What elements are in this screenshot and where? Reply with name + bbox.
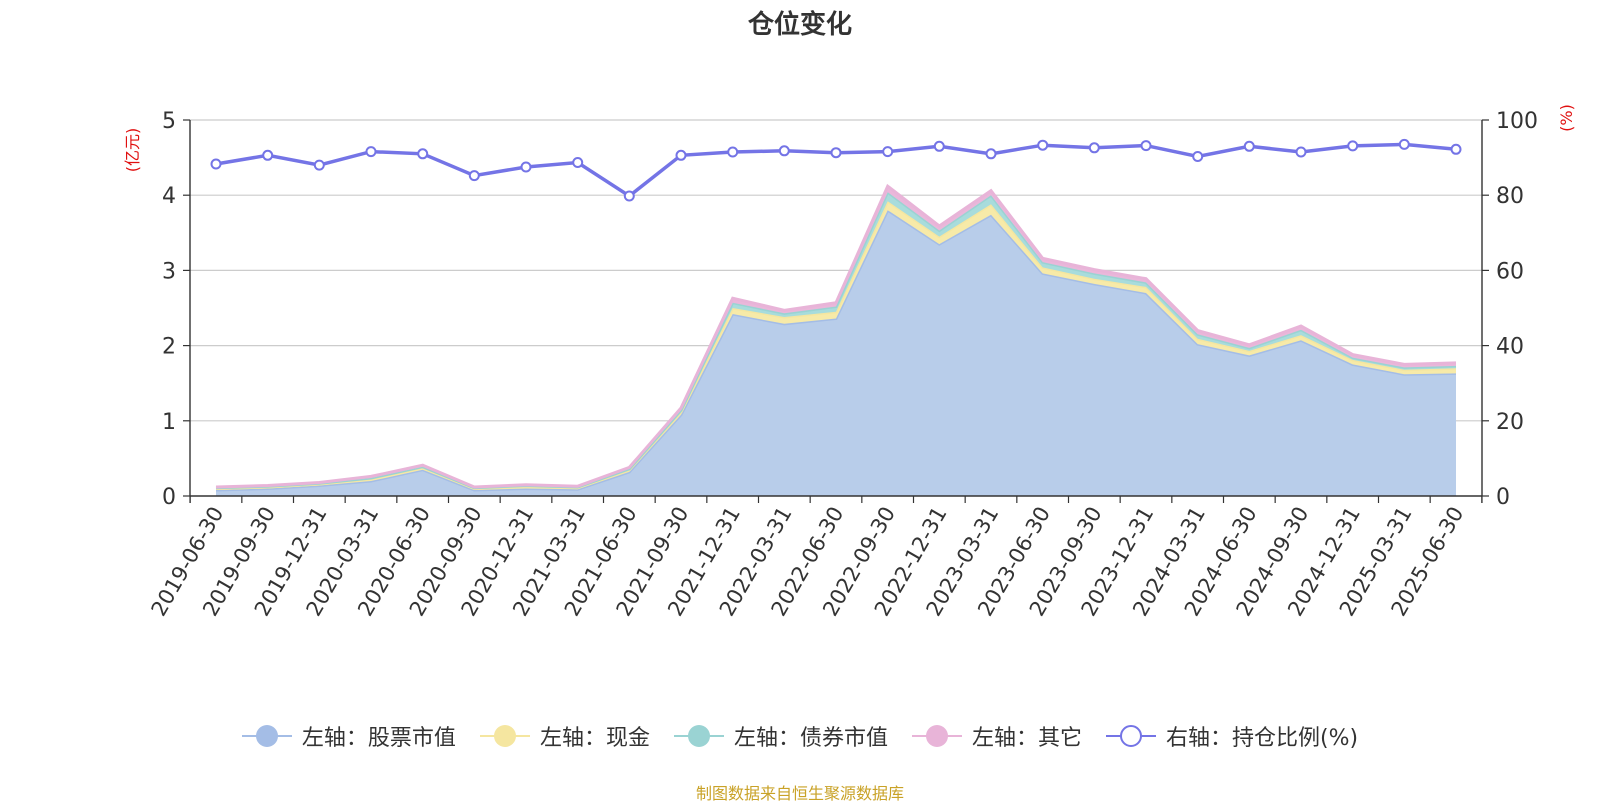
legend-swatch xyxy=(911,724,962,748)
ratio-line-series xyxy=(210,138,1462,202)
ratio-point xyxy=(313,159,325,171)
ratio-point xyxy=(985,148,997,160)
area-edge-line xyxy=(215,183,1457,489)
left-tick-label: 5 xyxy=(162,109,176,134)
ratio-point xyxy=(262,149,274,161)
area-band xyxy=(216,186,1456,488)
legend-item[interactable]: 左轴：其它 xyxy=(911,720,1082,752)
ratio-point xyxy=(1140,140,1152,152)
chart-area: 0123450204060801002019-06-302019-09-3020… xyxy=(123,104,1576,620)
left-axis-unit: (亿元) xyxy=(123,128,142,173)
legend-item[interactable]: 左轴：现金 xyxy=(479,720,650,752)
ratio-point xyxy=(830,147,842,159)
ratio-point xyxy=(1347,140,1359,152)
ratio-point xyxy=(417,148,429,160)
ratio-point xyxy=(210,158,222,170)
right-tick-label: 80 xyxy=(1496,184,1524,209)
left-tick-label: 3 xyxy=(162,259,176,284)
legend-swatch xyxy=(479,724,530,748)
ratio-point xyxy=(778,145,790,157)
left-tick-label: 1 xyxy=(162,410,176,435)
legend-item[interactable]: 左轴：债券市值 xyxy=(673,720,888,752)
source-note: 制图数据来自恒生聚源数据库 xyxy=(695,784,904,803)
chart-title: 仓位变化 xyxy=(747,10,852,40)
left-tick-label: 4 xyxy=(162,184,176,209)
right-tick-label: 0 xyxy=(1496,485,1510,510)
right-tick-label: 40 xyxy=(1496,335,1524,360)
right-tick-label: 100 xyxy=(1496,109,1538,134)
legend: 左轴：股票市值 左轴：现金 左轴：债券市值 左轴：其它 右轴：持仓比例(%) xyxy=(0,720,1600,752)
area-band xyxy=(216,192,1456,489)
legend-item[interactable]: 右轴：持仓比例(%) xyxy=(1105,720,1359,752)
area-band xyxy=(216,201,1456,490)
ratio-point xyxy=(1192,151,1204,162)
ratio-point xyxy=(1088,142,1100,154)
ratio-point xyxy=(933,140,945,152)
right-tick-label: 60 xyxy=(1496,259,1524,284)
ratio-point xyxy=(1398,138,1410,150)
ratio-point xyxy=(1037,139,1049,151)
legend-label: 左轴：其它 xyxy=(971,726,1082,751)
ratio-point xyxy=(572,157,584,168)
legend-swatch xyxy=(1105,724,1156,748)
legend-label: 左轴：股票市值 xyxy=(301,726,456,751)
legend-label: 右轴：持仓比例(%) xyxy=(1165,726,1359,751)
legend-swatch xyxy=(673,724,724,748)
ratio-point xyxy=(365,146,377,158)
ratio-point xyxy=(623,190,635,202)
ratio-point xyxy=(727,146,739,158)
legend-item[interactable]: 左轴：股票市值 xyxy=(241,720,456,752)
left-tick-label: 0 xyxy=(162,485,176,510)
area-band xyxy=(216,210,1456,496)
ratio-point xyxy=(520,161,532,173)
left-tick-label: 2 xyxy=(162,335,176,360)
ratio-point xyxy=(675,149,687,161)
stacked-areas xyxy=(215,183,1457,496)
legend-swatch xyxy=(241,724,292,748)
ratio-point xyxy=(468,170,480,182)
ratio-point xyxy=(1243,140,1255,152)
right-axis-unit: (%) xyxy=(1557,104,1576,132)
ratio-point xyxy=(882,146,894,158)
right-tick-label: 20 xyxy=(1496,410,1524,435)
ratio-point xyxy=(1295,146,1307,158)
legend-label: 左轴：债券市值 xyxy=(733,726,888,751)
ratio-point xyxy=(1450,143,1462,155)
legend-label: 左轴：现金 xyxy=(539,726,650,751)
